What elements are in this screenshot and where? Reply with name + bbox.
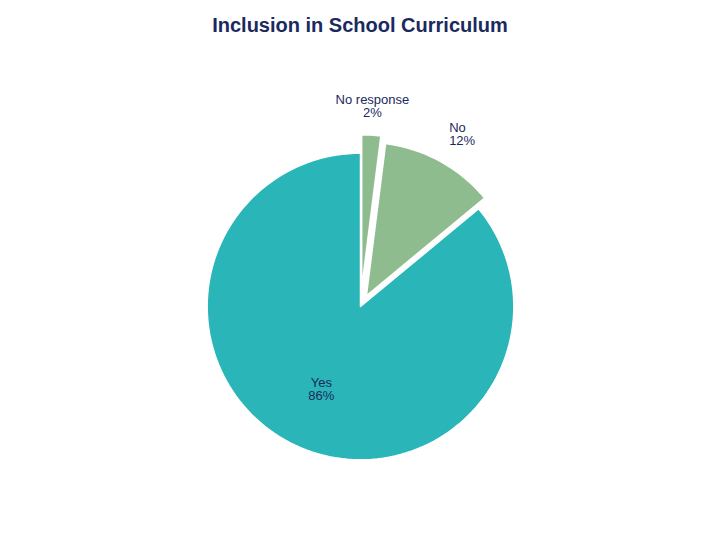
svg-text:No response2%: No response2% <box>336 92 410 120</box>
svg-text:Yes86%: Yes86% <box>308 375 334 403</box>
html-text:Inclusion in School Curriculum: Inclusion in School Curriculum <box>212 14 508 36</box>
svg-text:No12%: No12% <box>449 120 475 148</box>
